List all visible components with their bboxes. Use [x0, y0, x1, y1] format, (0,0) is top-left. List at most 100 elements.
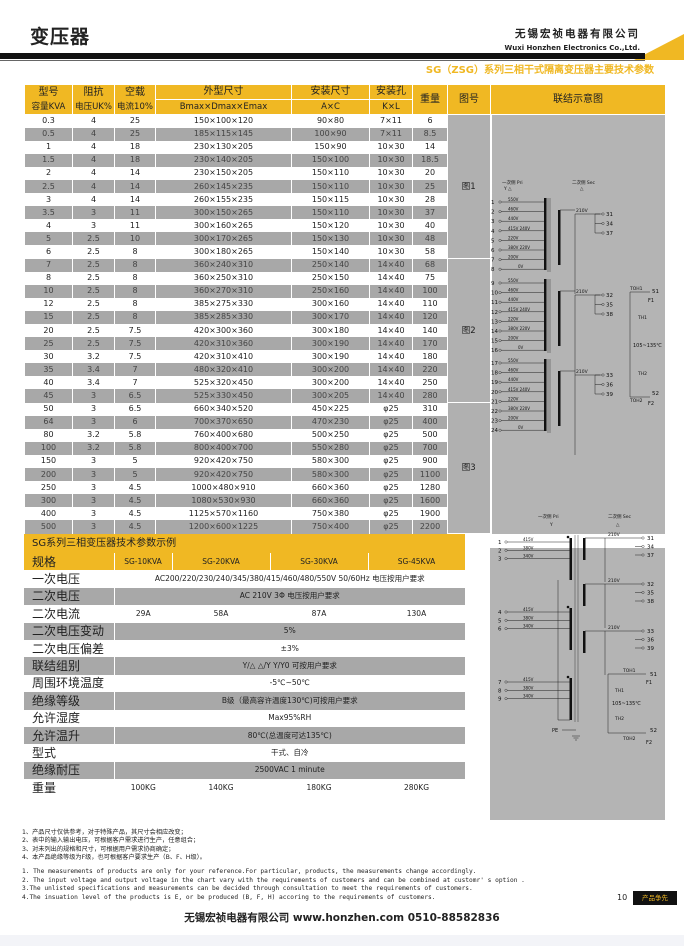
table-cell: 750×380 — [291, 507, 370, 521]
table-cell: 4.5 — [114, 520, 156, 534]
toh2-label: TOH2 — [629, 398, 643, 404]
terminal-number: 24 — [491, 428, 498, 434]
spec-value: AC 210V 3Φ 电压按用户要求 — [114, 587, 465, 606]
wiring-diagram-2: 一次侧 Pri Y 二次侧 Sec △ 1 415V 2 380V 3 340V 210V 31 34 3… — [498, 513, 657, 746]
table-cell: 300×205 — [291, 389, 370, 403]
table-cell: 6.5 — [114, 389, 156, 403]
table-cell: φ25 — [369, 402, 413, 416]
table-cell: 2.5 — [72, 337, 115, 351]
table-cell: 2.5 — [72, 324, 115, 338]
col-model: 型号 — [38, 86, 59, 98]
voltage-label: 380V — [523, 685, 534, 690]
table-cell: 37 — [412, 206, 448, 220]
table-cell: 10×30 — [369, 245, 413, 259]
table-cell: 3.4 — [72, 376, 115, 390]
table-cell: 4 — [72, 114, 115, 128]
table-row: 40 3.4 7 525×320×450 300×200 14×40 250 — [24, 376, 666, 390]
table-cell: 7 — [24, 258, 73, 272]
voltage-label: 340V — [523, 624, 534, 629]
notes-cn: 1、产品尺寸仅供参考，对于特殊产品，其尺寸会相应改变； 2、表中的输入输出电压，… — [22, 829, 206, 862]
terminal-icon — [601, 222, 605, 225]
table-cell: 150×130 — [291, 232, 370, 246]
table-cell: 150×100×120 — [155, 114, 292, 128]
table-cell: 12 — [24, 297, 73, 311]
terminal-number: 10 — [491, 291, 498, 297]
table-cell: 660×340×520 — [155, 402, 292, 416]
terminal-number: 15 — [491, 339, 498, 345]
spec-key: 二次电流 — [24, 605, 115, 623]
terminal-icon — [641, 629, 645, 633]
table-cell: 150×110 — [291, 166, 370, 180]
voltage-label: 460V — [508, 288, 519, 293]
spec-value: 140KG — [208, 782, 234, 792]
table-cell: 300×190 — [291, 350, 370, 364]
terminal-number: 7 — [491, 258, 495, 264]
voltage-label: 440V — [508, 216, 519, 221]
table-cell: 920×420×750 — [155, 454, 292, 469]
table-cell: 7.5 — [114, 337, 156, 351]
table-cell: 420×300×360 — [155, 324, 292, 338]
terminal-number: 19 — [491, 380, 498, 386]
table-cell: 100×90 — [291, 127, 370, 141]
table-cell: 10×30 — [369, 206, 413, 220]
header-divider — [0, 53, 645, 59]
output-terminal: 34 — [647, 545, 654, 551]
page-title: 变压器 — [30, 26, 91, 48]
terminal-icon — [601, 392, 605, 396]
terminal-number: 2 — [498, 548, 502, 554]
table-cell: 300×180×265 — [155, 245, 292, 259]
terminal-number: 4 — [491, 229, 495, 235]
table-cell: φ25 — [369, 481, 413, 495]
output-voltage: 210V — [576, 289, 589, 295]
spec-value: 100KG — [130, 782, 156, 792]
table-cell: 360×250×310 — [155, 271, 292, 285]
output-terminal: 33 — [647, 629, 654, 635]
spec-row: 联结组别 Y/△ △/Y Y/Y0 可按用户要求 — [24, 657, 465, 675]
secondary-coil — [558, 291, 561, 346]
table-cell: 7×11 — [369, 114, 413, 128]
terminal-icon — [504, 540, 508, 544]
table-cell: φ25 — [369, 468, 413, 482]
table-row: 20 2.5 7.5 420×300×360 300×180 14×40 140 — [24, 324, 666, 338]
table-cell: 8.5 — [412, 127, 448, 141]
output-terminal: 32 — [606, 293, 613, 299]
table-cell: φ25 — [369, 494, 413, 508]
table-cell: 100 — [24, 441, 73, 455]
table-cell: 660×360 — [291, 481, 370, 495]
table-cell: 8 — [114, 271, 156, 285]
terminal-icon — [498, 239, 502, 242]
tech-params-caption: SG系列三相变压器技术参数示例 — [24, 534, 465, 553]
table-cell: 14 — [114, 166, 156, 180]
spec-key: 允许温升 — [24, 726, 115, 745]
table-cell: 140 — [412, 324, 448, 338]
table-cell: 8 — [114, 258, 156, 272]
tech-params-table: SG系列三相变压器技术参数示例 规格 SG-10KVA SG-20KVA SG-30KV… — [24, 534, 466, 797]
terminal-icon — [504, 610, 508, 614]
voltage-label: 440V — [508, 377, 519, 382]
th2-label: TH2 — [637, 371, 647, 377]
voltage-label: 415V — [523, 607, 534, 612]
output-terminal: 32 — [647, 582, 654, 588]
terminal-icon — [498, 267, 502, 271]
secondary-connection: △ — [580, 187, 584, 192]
secondary-connection: △ — [616, 523, 620, 528]
table-cell: 15 — [24, 310, 73, 324]
spec-model: SG-20KVA — [172, 553, 271, 571]
table-cell: 280 — [412, 389, 448, 403]
table-cell: 300×190 — [291, 337, 370, 351]
table-cell: 4 — [72, 179, 115, 194]
note-cn: 3、对未列出的规格和尺寸，可根据用户需求协商确定； — [22, 845, 175, 853]
table-cell: 64 — [24, 415, 73, 429]
table-cell: 300×170×265 — [155, 232, 292, 246]
terminal-icon — [498, 380, 502, 384]
table-cell: 10×30 — [369, 179, 413, 194]
table-cell: φ25 — [369, 520, 413, 534]
table-cell: 14×40 — [369, 271, 413, 285]
table-cell: 480×320×410 — [155, 363, 292, 377]
output-terminal: 39 — [606, 392, 613, 398]
table-cell: 1 — [24, 140, 73, 154]
voltage-label: 415V — [523, 677, 534, 682]
table-cell: 2.5 — [72, 310, 115, 324]
output-terminal: 31 — [647, 536, 654, 542]
